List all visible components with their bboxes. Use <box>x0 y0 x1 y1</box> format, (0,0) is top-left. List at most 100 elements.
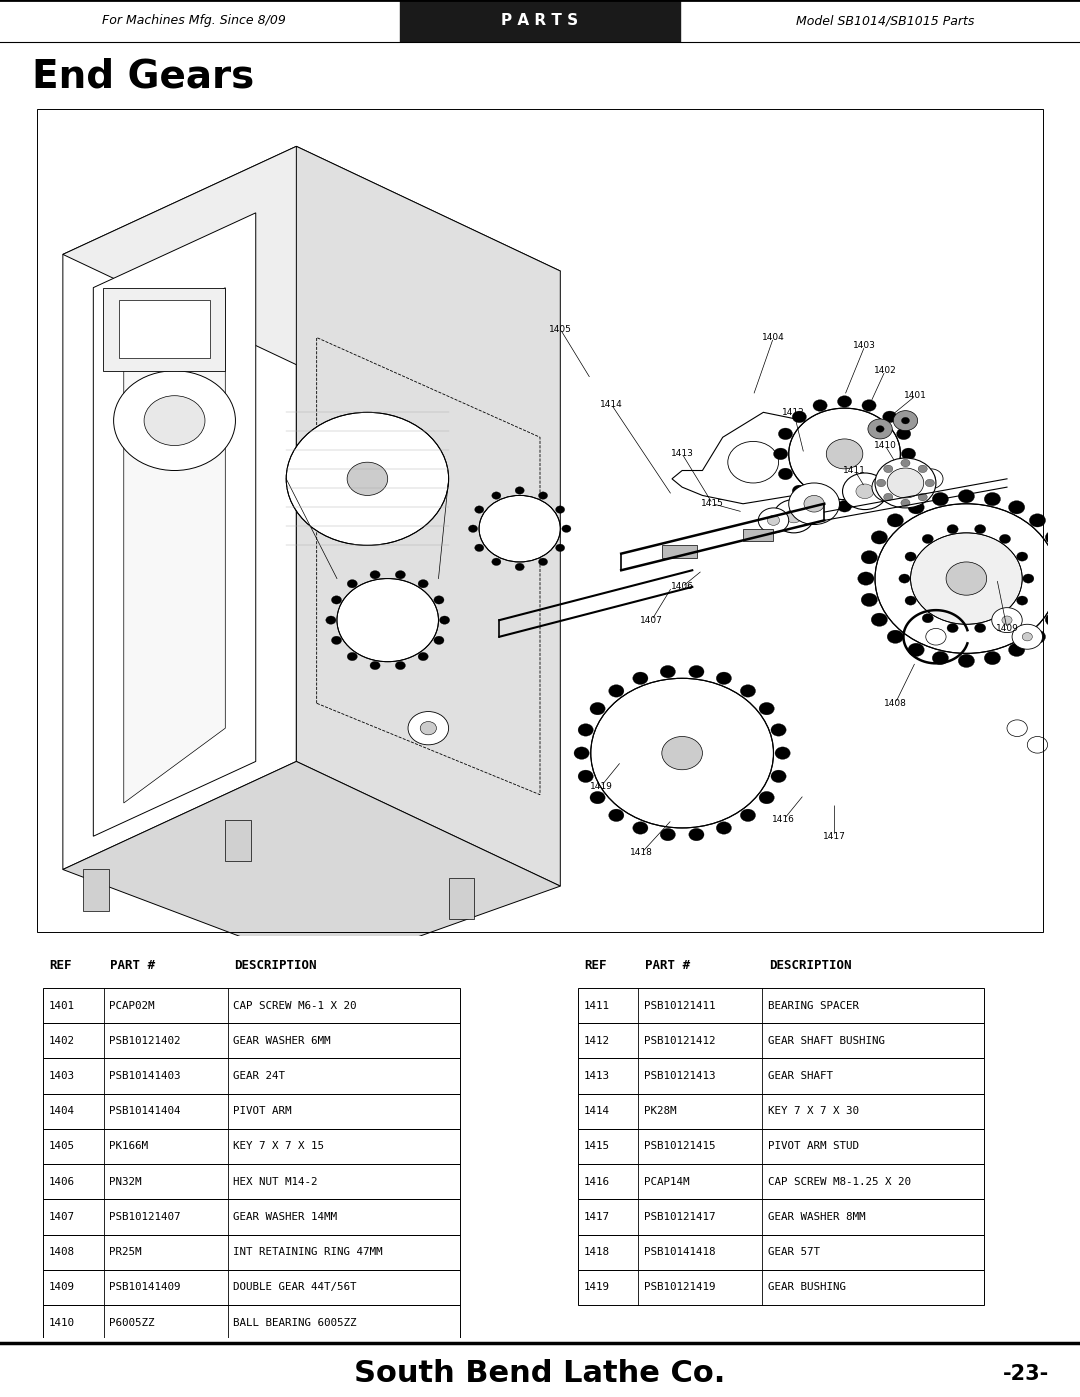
Text: DESCRIPTION: DESCRIPTION <box>769 960 851 972</box>
Circle shape <box>113 370 235 471</box>
Circle shape <box>609 685 624 697</box>
Circle shape <box>469 525 477 532</box>
Circle shape <box>896 427 910 440</box>
Circle shape <box>609 809 624 821</box>
Circle shape <box>1045 531 1062 543</box>
Circle shape <box>991 608 1022 633</box>
Text: DESCRIPTION: DESCRIPTION <box>234 960 316 972</box>
Circle shape <box>926 475 935 483</box>
Circle shape <box>932 492 948 506</box>
Circle shape <box>883 481 897 493</box>
Text: For Machines Mfg. Since 8/09: For Machines Mfg. Since 8/09 <box>103 14 286 28</box>
Circle shape <box>896 468 910 479</box>
Circle shape <box>882 485 896 497</box>
Bar <box>578 1129 984 1164</box>
Circle shape <box>434 636 444 644</box>
Text: PSB10121413: PSB10121413 <box>644 1071 715 1081</box>
Circle shape <box>1055 594 1071 606</box>
Text: PSB10121419: PSB10121419 <box>644 1282 715 1292</box>
Circle shape <box>633 672 648 685</box>
Text: 1417: 1417 <box>823 831 846 841</box>
Text: PSB10121402: PSB10121402 <box>109 1035 180 1046</box>
Text: 1409: 1409 <box>49 1282 75 1292</box>
Bar <box>448 877 474 919</box>
Text: 1406: 1406 <box>49 1176 75 1186</box>
Text: PART #: PART # <box>645 960 690 972</box>
Circle shape <box>515 563 524 570</box>
Text: BEARING SPACER: BEARING SPACER <box>768 1000 859 1010</box>
Circle shape <box>662 736 702 770</box>
Circle shape <box>974 524 986 534</box>
Bar <box>43 1200 460 1235</box>
Circle shape <box>347 652 357 661</box>
Circle shape <box>887 468 923 497</box>
Circle shape <box>1016 552 1028 562</box>
Text: 1404: 1404 <box>49 1106 75 1116</box>
Text: PSB10141418: PSB10141418 <box>644 1248 715 1257</box>
Circle shape <box>910 532 1022 624</box>
Text: GEAR 24T: GEAR 24T <box>233 1071 285 1081</box>
Bar <box>43 988 460 1023</box>
Circle shape <box>922 535 933 543</box>
Circle shape <box>842 474 887 510</box>
Circle shape <box>862 496 876 509</box>
Text: GEAR SHAFT BUSHING: GEAR SHAFT BUSHING <box>768 1035 885 1046</box>
Text: 1414: 1414 <box>583 1106 609 1116</box>
Text: 1402: 1402 <box>874 366 896 376</box>
Bar <box>578 1235 984 1270</box>
Text: 1418: 1418 <box>583 1248 609 1257</box>
Circle shape <box>775 747 791 760</box>
Circle shape <box>926 629 946 645</box>
Text: CAP SCREW M8-1.25 X 20: CAP SCREW M8-1.25 X 20 <box>768 1176 910 1186</box>
Circle shape <box>793 411 807 423</box>
Circle shape <box>370 661 380 669</box>
Circle shape <box>779 427 793 440</box>
Text: 1418: 1418 <box>630 848 653 858</box>
Circle shape <box>902 418 909 423</box>
Bar <box>578 1059 984 1094</box>
Text: GEAR BUSHING: GEAR BUSHING <box>768 1282 846 1292</box>
Circle shape <box>877 479 886 486</box>
Circle shape <box>716 821 731 834</box>
Circle shape <box>759 703 774 715</box>
Text: 1407: 1407 <box>49 1213 75 1222</box>
Circle shape <box>1007 719 1027 736</box>
Circle shape <box>633 821 648 834</box>
Text: PSB10141403: PSB10141403 <box>109 1071 180 1081</box>
Bar <box>578 1094 984 1129</box>
Circle shape <box>1002 616 1012 624</box>
Text: -23-: -23- <box>1003 1363 1049 1383</box>
Circle shape <box>1055 550 1071 564</box>
Circle shape <box>868 419 892 439</box>
Circle shape <box>813 496 827 509</box>
Circle shape <box>740 685 756 697</box>
Circle shape <box>861 550 877 564</box>
Bar <box>743 528 773 541</box>
Circle shape <box>1029 514 1045 527</box>
Circle shape <box>876 426 885 432</box>
Circle shape <box>773 448 787 460</box>
Circle shape <box>1058 571 1075 585</box>
Text: Model SB1014/SB1015 Parts: Model SB1014/SB1015 Parts <box>796 14 975 28</box>
Circle shape <box>908 500 924 514</box>
Text: 1410: 1410 <box>874 441 896 450</box>
Circle shape <box>1023 574 1034 583</box>
Circle shape <box>1009 643 1025 657</box>
Text: CAP SCREW M6-1 X 20: CAP SCREW M6-1 X 20 <box>233 1000 356 1010</box>
Text: 1419: 1419 <box>590 782 612 791</box>
Circle shape <box>716 672 731 685</box>
Circle shape <box>1029 630 1045 644</box>
Text: KEY 7 X 7 X 30: KEY 7 X 7 X 30 <box>768 1106 859 1116</box>
Circle shape <box>418 652 429 661</box>
Text: 1419: 1419 <box>583 1282 609 1292</box>
Circle shape <box>788 483 839 524</box>
Circle shape <box>999 535 1011 543</box>
Circle shape <box>861 594 877 606</box>
Text: 1403: 1403 <box>49 1071 75 1081</box>
Circle shape <box>946 562 987 595</box>
Text: 1411: 1411 <box>843 467 866 475</box>
Bar <box>83 869 108 911</box>
Text: 1401: 1401 <box>49 1000 75 1010</box>
Circle shape <box>562 525 571 532</box>
Text: PSB10121411: PSB10121411 <box>644 1000 715 1010</box>
